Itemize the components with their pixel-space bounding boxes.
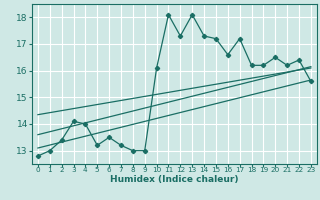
X-axis label: Humidex (Indice chaleur): Humidex (Indice chaleur) [110, 175, 239, 184]
